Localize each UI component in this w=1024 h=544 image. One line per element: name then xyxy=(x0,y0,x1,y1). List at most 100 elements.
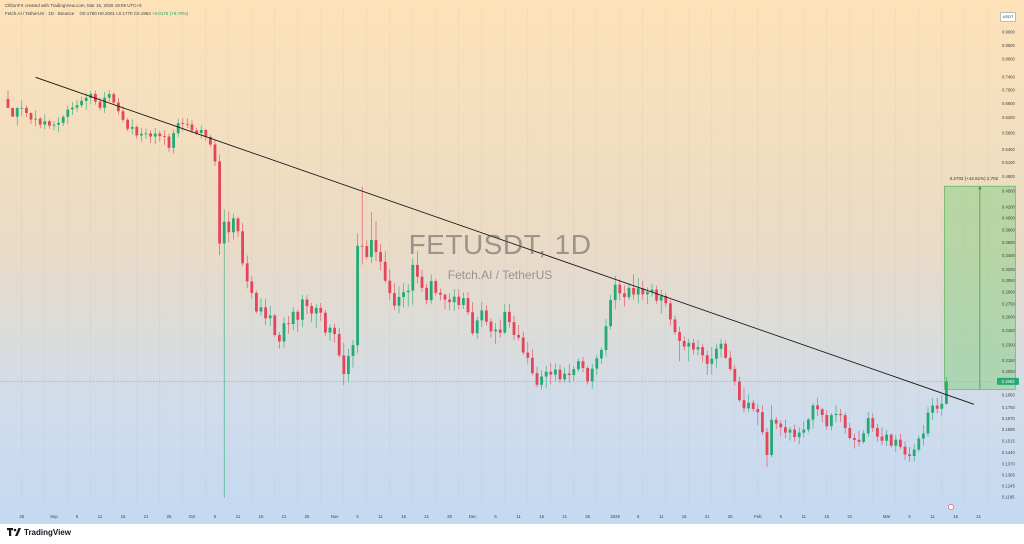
candle-body xyxy=(195,130,198,133)
time-axis-label: 11 xyxy=(802,514,807,519)
candle-body xyxy=(241,231,244,264)
price-axis-label: 0.6600 xyxy=(1002,101,1015,106)
candle-body xyxy=(876,428,879,437)
price-axis-label: 0.1245 xyxy=(1002,483,1015,488)
candle-body xyxy=(181,123,185,125)
price-axis-label: 0.6200 xyxy=(1002,115,1015,120)
candle-body xyxy=(84,97,88,101)
candle-body xyxy=(673,319,677,333)
time-axis-label: 11 xyxy=(930,514,935,519)
price-axis-label: 0.7400 xyxy=(1002,75,1015,80)
candle-body xyxy=(388,280,392,294)
candle-body xyxy=(34,118,37,120)
candle-body xyxy=(613,284,617,301)
candle-body xyxy=(761,412,764,433)
price-axis-label: 0.2050 xyxy=(1002,369,1015,374)
price-axis-label: 0.5800 xyxy=(1002,130,1015,135)
candle-body xyxy=(6,98,10,108)
time-axis-label: 16 xyxy=(953,514,958,519)
price-axis-label: 0.1750 xyxy=(1002,405,1015,410)
candle-body xyxy=(558,369,562,380)
candle-body xyxy=(462,298,465,305)
time-axis-label: 16 xyxy=(824,514,829,519)
candle-body xyxy=(439,292,442,295)
candle-body xyxy=(232,218,235,233)
candle-body xyxy=(508,311,511,323)
candle-body xyxy=(926,412,930,434)
watermark-name: Fetch.AI / TetherUS xyxy=(447,268,553,282)
time-axis-label: 11 xyxy=(516,514,521,519)
candle-body xyxy=(365,246,369,257)
footer-bar: TradingView xyxy=(0,524,1024,544)
candle-body xyxy=(774,419,778,424)
candle-body xyxy=(213,144,217,162)
candle-body xyxy=(687,342,691,347)
candle-body xyxy=(692,342,695,350)
candle-body xyxy=(485,310,488,322)
price-axis-label: 0.1590 xyxy=(1002,427,1015,432)
candle-body xyxy=(52,124,56,126)
candle-body xyxy=(682,340,686,347)
price-axis-label: 0.2300 xyxy=(1002,343,1015,348)
candle-body xyxy=(310,306,313,314)
candle-body xyxy=(452,296,456,303)
price-axis-label: 0.4000 xyxy=(1002,216,1015,221)
candle-body xyxy=(885,434,888,441)
candle-body xyxy=(351,345,355,356)
candle-body xyxy=(894,439,898,446)
candle-body xyxy=(581,361,585,369)
candle-body xyxy=(765,432,769,455)
candle-body xyxy=(784,427,787,433)
time-axis-label: 16 xyxy=(401,514,406,519)
candle-body xyxy=(222,221,226,244)
candle-body xyxy=(48,121,51,126)
candle-body xyxy=(751,402,755,410)
candle-body xyxy=(250,281,254,293)
symbol-label[interactable]: Fetch.AI / TetherUS · 1D · Binance xyxy=(5,11,75,16)
candle-body xyxy=(333,327,336,335)
price-axis-label: 0.2150 xyxy=(1002,358,1015,363)
candle-body xyxy=(117,102,120,112)
trendline xyxy=(35,76,975,405)
header-credit: CliftonFX created with TradingView.com, … xyxy=(5,3,142,8)
candle-body xyxy=(646,292,649,295)
tradingview-logo-icon xyxy=(7,528,21,536)
price-axis-label: 0.2450 xyxy=(1002,328,1015,333)
candle-body xyxy=(282,323,286,342)
candle-body xyxy=(167,136,171,148)
price-axis-label: 0.4500 xyxy=(1002,189,1015,194)
candle-body xyxy=(825,415,829,427)
time-axis-label: Feb xyxy=(754,514,762,519)
time-axis-label: 26 xyxy=(305,514,310,519)
candle-body xyxy=(98,101,102,108)
tradingview-logo[interactable]: TradingView xyxy=(7,527,71,537)
candle-body xyxy=(443,294,447,300)
ohlc-values: O0.1780 H0.2001 L0.1770 C0.1963 xyxy=(79,11,151,16)
candle-body xyxy=(636,288,640,295)
candle-body xyxy=(255,292,258,312)
candle-body xyxy=(623,293,626,298)
price-axis-label: 0.1440 xyxy=(1002,450,1015,455)
candle-body xyxy=(512,322,516,335)
candle-body xyxy=(595,358,599,369)
price-axis-label: 0.9000 xyxy=(1002,30,1015,35)
time-axis-label: 16 xyxy=(259,514,264,519)
currency-unit-button[interactable]: USDT xyxy=(1000,12,1016,22)
price-axis-label: 0.3600 xyxy=(1002,240,1015,245)
candle-body xyxy=(719,343,723,349)
candle-body xyxy=(112,94,116,103)
candle-body xyxy=(563,373,566,380)
candle-body xyxy=(121,111,125,120)
candle-body xyxy=(480,310,484,321)
price-axis-label: 0.4200 xyxy=(1002,204,1015,209)
candle-body xyxy=(15,107,19,117)
time-axis-label: 16 xyxy=(121,514,126,519)
current-price-tag xyxy=(997,377,1019,385)
candle-body xyxy=(29,113,33,120)
candle-body xyxy=(416,264,419,277)
candle-body xyxy=(66,109,70,117)
price-axis-label: 0.2900 xyxy=(1002,289,1015,294)
candle-body xyxy=(149,133,152,137)
candle-body xyxy=(402,292,405,297)
